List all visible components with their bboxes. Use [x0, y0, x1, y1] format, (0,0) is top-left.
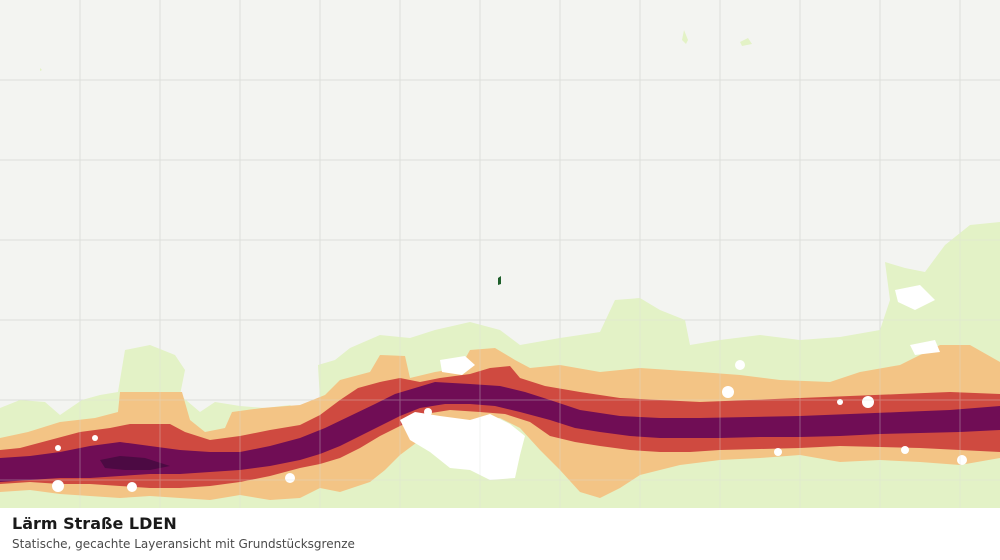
layer-subtitle: Statische, gecachte Layeransicht mit Gru…: [12, 537, 355, 551]
map-caption: Lärm Straße LDEN Statische, gecachte Lay…: [0, 508, 1000, 560]
map-grid-overlay: [0, 0, 1000, 508]
band-purple: [0, 382, 1000, 482]
noise-map[interactable]: [0, 0, 1000, 508]
layer-title: Lärm Straße LDEN: [12, 514, 177, 533]
building-gaps: [52, 285, 967, 492]
noise-map-canvas: [0, 0, 1000, 508]
parcel-marker[interactable]: [498, 276, 501, 285]
band-darkpurple: [100, 456, 170, 470]
